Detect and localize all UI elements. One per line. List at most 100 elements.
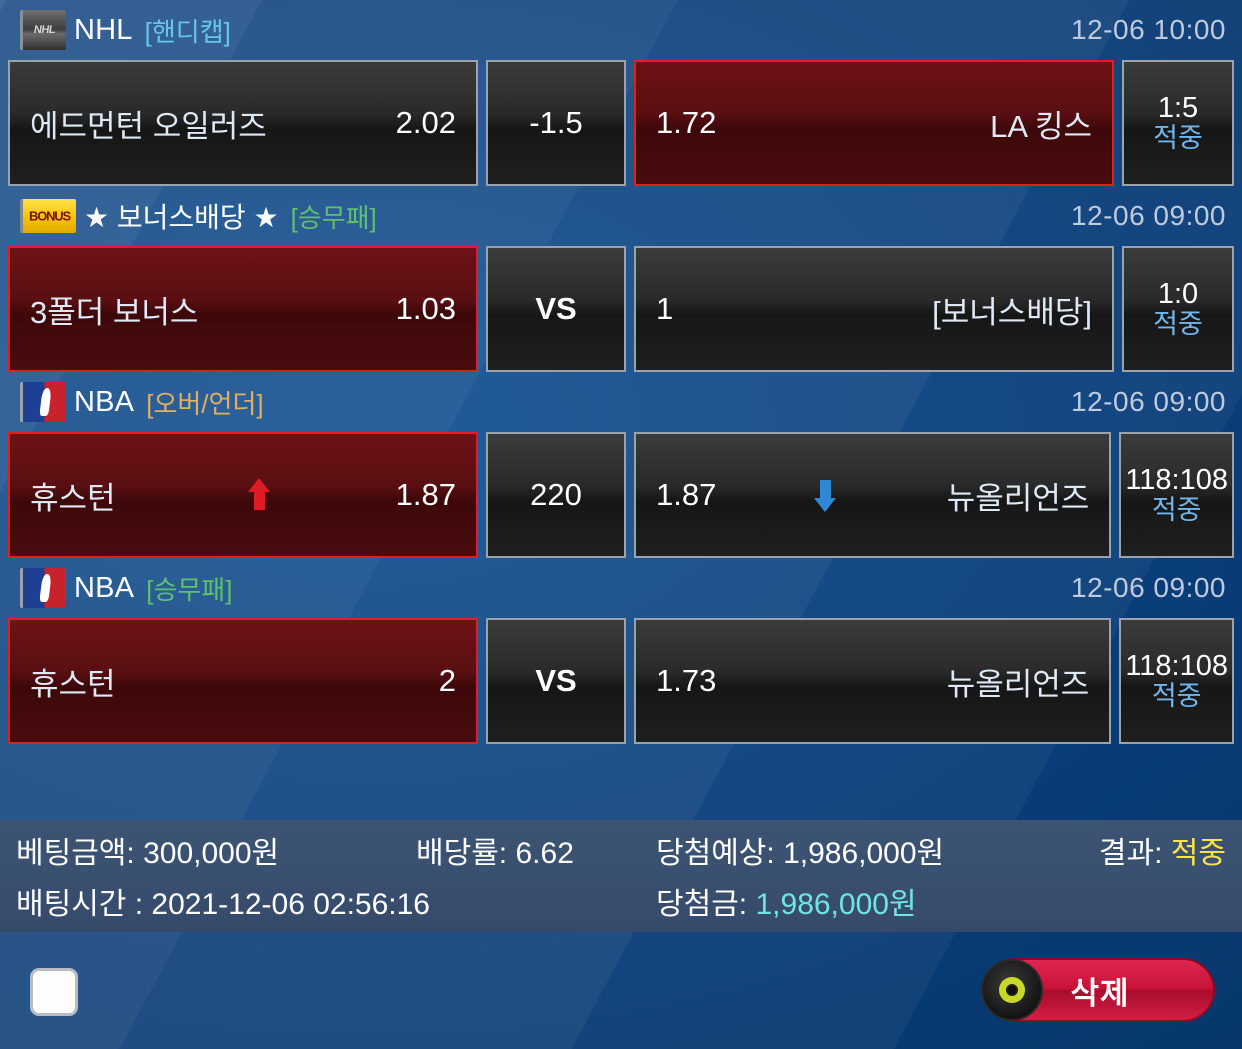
stake-value: 300,000원 <box>143 837 280 870</box>
bet-type-label: [승무패] <box>146 574 233 605</box>
selection-status: 적중 <box>1151 495 1202 526</box>
odds-rate-field: 배당률: 6.62 <box>416 828 656 872</box>
nba-logo-icon <box>20 568 66 608</box>
final-score: 1:0 <box>1157 277 1199 310</box>
middle-value-cell: 220 <box>486 432 626 558</box>
home-odds: 1.87 <box>395 477 456 512</box>
home-odds: 2.02 <box>395 105 456 140</box>
away-selection-cell[interactable]: 1.87 뉴올리언즈 <box>634 432 1112 558</box>
away-odds: 1.87 <box>656 477 717 512</box>
home-selection-cell[interactable]: 휴스턴 1.87 <box>8 432 478 558</box>
league-name: ★ 보너스배당 ★ <box>84 202 279 233</box>
match-time: 12-06 09:00 <box>1071 572 1226 603</box>
summary-line-2: 배팅시간 : 2021-12-06 02:56:16 당첨금: 1,986,00… <box>16 879 1226 930</box>
bonus-badge-icon <box>20 199 76 233</box>
final-score: 1:5 <box>1157 91 1199 124</box>
match-header: ★ 보너스배당 ★ [승무패] 12-06 09:00 <box>0 186 1242 246</box>
match-block: NBA [오버/언더] 12-06 09:00 휴스턴 1.87 220 1.87 뉴올리언즈… <box>0 372 1242 558</box>
selection-status: 적중 <box>1153 123 1203 154</box>
result-field: 결과: 적중 <box>1099 828 1226 872</box>
odds-row: 에드먼턴 오일러즈 2.02 -1.5 1.72 LA 킹스 1:5 적중 <box>0 60 1242 186</box>
middle-value: 220 <box>530 477 582 512</box>
league-logo-wrap <box>20 568 74 608</box>
away-team-name: 뉴올리언즈 <box>946 480 1090 516</box>
match-time: 12-06 09:00 <box>1071 386 1226 417</box>
arrow-up-icon <box>247 478 270 512</box>
final-score: 118:108 <box>1125 649 1228 682</box>
bet-type-label: [오버/언더] <box>146 388 264 419</box>
score-cell: 1:0 적중 <box>1122 246 1234 372</box>
odds-rate-label: 배당률: <box>416 837 508 870</box>
expected-payout-field: 당첨예상: 1,986,000원 <box>656 828 1099 872</box>
bet-type-label: [승무패] <box>290 202 377 233</box>
league-name: NBA <box>74 385 135 418</box>
middle-value: -1.5 <box>529 105 583 140</box>
nhl-logo-icon <box>20 10 66 50</box>
bet-time-label: 배팅시간 : <box>16 888 144 921</box>
match-time: 12-06 09:00 <box>1071 200 1226 231</box>
middle-value: VS <box>535 291 577 326</box>
result-label: 결과: <box>1098 837 1163 870</box>
select-slip-checkbox[interactable] <box>30 968 78 1016</box>
odds-rate-value: 6.62 <box>515 837 574 870</box>
match-header: NBA [오버/언더] 12-06 09:00 <box>0 372 1242 432</box>
home-selection-cell[interactable]: 에드먼턴 오일러즈 2.02 <box>8 60 478 186</box>
delete-knob-icon <box>981 959 1043 1021</box>
middle-value: VS <box>535 663 577 698</box>
match-block: NBA [승무패] 12-06 09:00 휴스턴 2 VS 1.73 뉴올리언즈 118:10… <box>0 558 1242 744</box>
home-selection-cell[interactable]: 휴스턴 2 <box>8 618 478 744</box>
bet-time-value: 2021-12-06 02:56:16 <box>151 888 430 921</box>
home-selection-cell[interactable]: 3폴더 보너스 1.03 <box>8 246 478 372</box>
score-cell: 118:108 적중 <box>1119 618 1234 744</box>
match-header: NBA [승무패] 12-06 09:00 <box>0 558 1242 618</box>
odds-row: 휴스턴 1.87 220 1.87 뉴올리언즈 118:108 적중 <box>0 432 1242 558</box>
away-odds: 1.73 <box>656 663 717 698</box>
match-time: 12-06 10:00 <box>1071 14 1226 45</box>
home-team-name: 휴스턴 <box>30 666 116 702</box>
stake-field: 베팅금액: 300,000원 <box>16 828 416 872</box>
expected-payout-value: 1,986,000원 <box>783 837 945 870</box>
away-odds: 1.72 <box>656 105 717 140</box>
away-team-name: [보너스배당] <box>932 294 1092 330</box>
match-block: ★ 보너스배당 ★ [승무패] 12-06 09:00 3폴더 보너스 1.03 VS 1 [… <box>0 186 1242 372</box>
bet-time-field: 배팅시간 : 2021-12-06 02:56:16 <box>16 879 656 923</box>
payout-label: 당첨금: <box>656 888 748 921</box>
league-logo-wrap <box>20 382 74 422</box>
delete-button-label: 삭제 <box>1070 975 1130 1011</box>
expected-payout-label: 당첨예상: <box>656 837 775 870</box>
stake-label: 베팅금액: <box>16 837 135 870</box>
home-team-name: 3폴더 보너스 <box>30 294 199 330</box>
delete-button[interactable]: 삭제 <box>981 958 1215 1022</box>
away-selection-cell[interactable]: 1.73 뉴올리언즈 <box>634 618 1112 744</box>
match-list: NHL [핸디캡] 12-06 10:00 에드먼턴 오일러즈 2.02 -1.5 1.72… <box>0 0 1242 744</box>
selection-status: 적중 <box>1153 309 1203 340</box>
bet-summary-panel: 베팅금액: 300,000원 배당률: 6.62 당첨예상: 1,986,000… <box>0 820 1242 932</box>
away-selection-cell[interactable]: 1.72 LA 킹스 <box>634 60 1114 186</box>
away-team-name: 뉴올리언즈 <box>946 666 1090 702</box>
away-odds: 1 <box>656 291 674 326</box>
summary-line-1: 베팅금액: 300,000원 배당률: 6.62 당첨예상: 1,986,000… <box>16 828 1226 879</box>
away-team-name: LA 킹스 <box>990 108 1092 144</box>
league-logo-wrap <box>20 199 84 233</box>
home-team-name: 에드먼턴 오일러즈 <box>30 108 267 144</box>
bottom-action-bar: 삭제 <box>0 932 1242 1049</box>
middle-value-cell: VS <box>486 618 626 744</box>
middle-value-cell: -1.5 <box>486 60 626 186</box>
payout-value: 1,986,000원 <box>755 888 917 921</box>
home-odds: 2 <box>438 663 456 698</box>
odds-row: 3폴더 보너스 1.03 VS 1 [보너스배당] 1:0 적중 <box>0 246 1242 372</box>
arrow-down-icon <box>813 478 836 512</box>
home-team-name: 휴스턴 <box>30 480 116 516</box>
odds-row: 휴스턴 2 VS 1.73 뉴올리언즈 118:108 적중 <box>0 618 1242 744</box>
result-value: 적중 <box>1170 837 1226 870</box>
match-header: NHL [핸디캡] 12-06 10:00 <box>0 0 1242 60</box>
league-name: NBA <box>74 571 135 604</box>
league-name: NHL <box>74 13 133 46</box>
final-score: 118:108 <box>1125 463 1228 496</box>
bet-type-label: [핸디캡] <box>144 16 231 47</box>
delete-knob-ring-icon <box>999 977 1025 1003</box>
away-selection-cell[interactable]: 1 [보너스배당] <box>634 246 1114 372</box>
score-cell: 118:108 적중 <box>1119 432 1234 558</box>
nba-logo-icon <box>20 382 66 422</box>
